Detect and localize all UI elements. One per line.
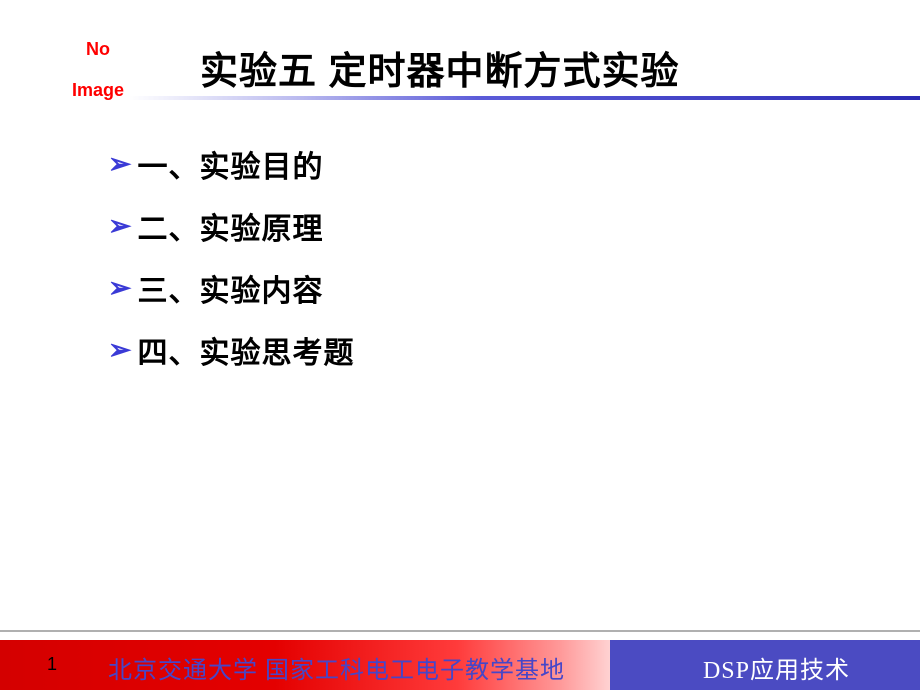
slide-title: 实验五 定时器中断方式实验 <box>200 40 680 95</box>
chevron-right-icon: ➢ <box>108 336 131 364</box>
slide-footer: 1 北京交通大学 国家工科电工电子教学基地 DSP应用技术 <box>0 640 920 690</box>
bullet-text: 一、实验目的 <box>137 142 323 186</box>
bullet-text: 三、实验内容 <box>137 266 323 310</box>
bullet-text: 四、实验思考题 <box>137 328 354 372</box>
footer-right-text: DSP应用技术 <box>703 650 850 685</box>
chevron-right-icon: ➢ <box>108 150 131 178</box>
title-underline <box>0 96 920 100</box>
chevron-right-icon: ➢ <box>108 212 131 240</box>
list-item: ➢ 四、实验思考题 <box>108 328 354 372</box>
list-item: ➢ 三、实验内容 <box>108 266 354 310</box>
no-image-line1: No <box>86 39 110 59</box>
footer-left-text: 北京交通大学 国家工科电工电子教学基地 <box>108 650 565 685</box>
footer-divider <box>0 630 920 632</box>
page-number: 1 <box>47 654 57 675</box>
bullet-list: ➢ 一、实验目的 ➢ 二、实验原理 ➢ 三、实验内容 ➢ 四、实验思考题 <box>108 142 354 390</box>
bullet-text: 二、实验原理 <box>137 204 323 248</box>
list-item: ➢ 二、实验原理 <box>108 204 354 248</box>
list-item: ➢ 一、实验目的 <box>108 142 354 186</box>
image-placeholder: No Image <box>52 18 124 121</box>
slide: No Image 实验五 定时器中断方式实验 ➢ 一、实验目的 ➢ 二、实验原理… <box>0 0 920 690</box>
chevron-right-icon: ➢ <box>108 274 131 302</box>
